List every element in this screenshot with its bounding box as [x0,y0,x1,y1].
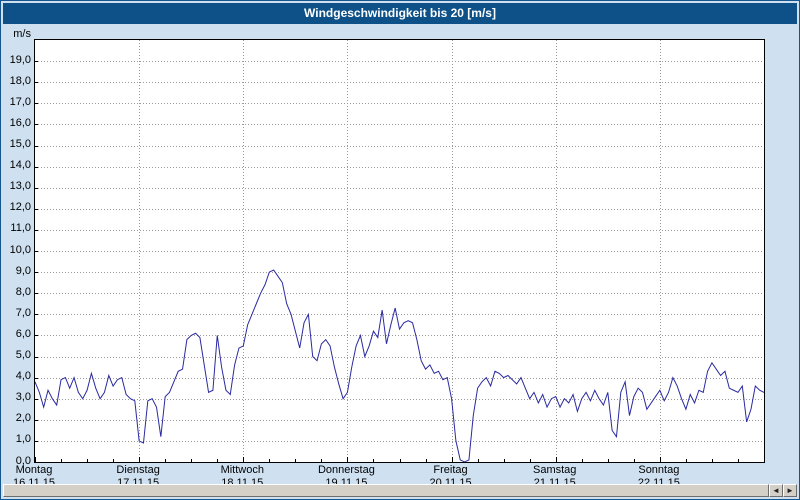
y-axis-tick-label: 0,0 [15,454,31,467]
day-name-label: Samstag [532,464,577,476]
y-axis-tick-label: 16,0 [9,116,31,129]
wind-speed-chart [35,40,764,462]
scrollbar-right-button[interactable]: ► [783,484,797,497]
left-arrow-icon: ◄ [772,486,780,495]
y-axis-tick-label: 18,0 [9,74,31,87]
chart-title: Windgeschwindigkeit bis 20 [m/s] [304,6,496,20]
day-name-label: Dienstag [116,464,160,476]
y-axis-tick-label: 5,0 [15,349,31,361]
right-arrow-icon: ► [786,486,794,495]
y-axis-unit-label: m/s [13,28,31,40]
y-axis-tick-label: 8,0 [15,285,31,298]
chart-title-bar: Windgeschwindigkeit bis 20 [m/s] [3,3,797,24]
scrollbar-thumb[interactable] [3,484,769,497]
day-name-label: Montag [15,464,53,476]
day-name-label: Sonntag [638,464,680,476]
y-axis-tick-label: 4,0 [15,370,31,383]
y-axis-tick-label: 15,0 [9,138,31,150]
y-axis-tick-label: 9,0 [15,264,31,277]
y-axis-tick-label: 3,0 [15,391,31,404]
y-axis-tick-label: 10,0 [9,243,31,256]
y-axis-tick-label: 14,0 [9,159,31,172]
y-axis-tick-label: 7,0 [15,306,31,319]
y-axis-tick-label: 1,0 [15,433,31,446]
day-name-label: Freitag [433,464,468,476]
y-axis-tick-label: 2,0 [15,412,31,425]
y-axis-tick-label: 12,0 [9,201,31,214]
y-axis-tick-label: 6,0 [15,327,31,340]
day-name-label: Mittwoch [220,464,264,476]
y-axis-tick-label: 11,0 [10,222,31,235]
y-axis-tick-label: 19,0 [9,53,31,66]
chart-plot-area [34,39,765,463]
horizontal-scrollbar[interactable]: ◄ ► [3,484,797,497]
y-axis-tick-label: 17,0 [9,95,31,108]
y-axis-tick-label: 13,0 [9,180,31,193]
scrollbar-left-button[interactable]: ◄ [769,484,783,497]
day-name-label: Donnerstag [317,464,375,476]
